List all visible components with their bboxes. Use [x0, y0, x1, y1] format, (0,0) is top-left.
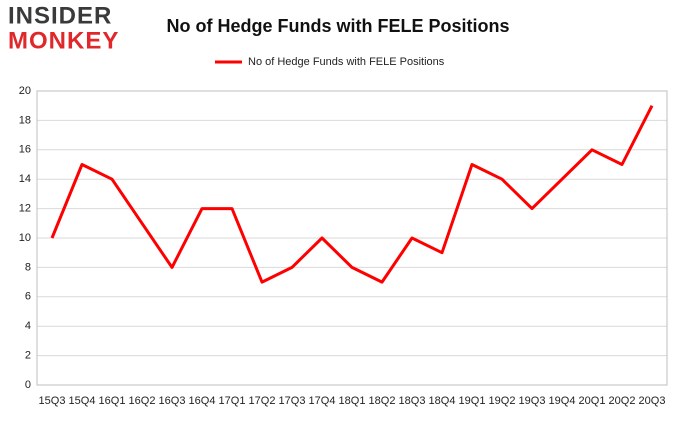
- plot-border: [36, 90, 668, 386]
- y-tick-label: 14: [19, 173, 31, 185]
- data-line: [50, 105, 654, 284]
- chart-title: No of Hedge Funds with FELE Positions: [167, 16, 510, 36]
- x-tick-label: 19Q1: [459, 395, 486, 407]
- y-tick-label: 8: [25, 261, 31, 273]
- x-tick-label: 16Q4: [189, 395, 216, 407]
- y-tick-label: 16: [19, 144, 31, 156]
- y-tick-label: 0: [25, 379, 31, 391]
- y-tick-label: 2: [25, 350, 31, 362]
- y-tick-label: 12: [19, 203, 31, 215]
- x-tick-label: 19Q4: [549, 395, 576, 407]
- x-tick-label: 18Q1: [339, 395, 366, 407]
- x-tick-label: 18Q2: [369, 395, 396, 407]
- x-tick-label: 15Q3: [39, 395, 66, 407]
- x-tick-label: 15Q4: [69, 395, 96, 407]
- x-tick-label: 16Q1: [99, 395, 126, 407]
- y-tick-label: 18: [19, 114, 31, 126]
- x-tick-label: 20Q3: [639, 395, 666, 407]
- legend-label: No of Hedge Funds with FELE Positions: [248, 56, 445, 68]
- x-tick-label: 20Q1: [579, 395, 606, 407]
- y-tick-label: 4: [25, 320, 31, 332]
- x-tick-label: 18Q4: [429, 395, 456, 407]
- y-tick-label: 20: [19, 85, 31, 97]
- x-tick-label: 17Q2: [249, 395, 276, 407]
- x-tick-label: 17Q3: [279, 395, 306, 407]
- x-tick-label: 17Q1: [219, 395, 246, 407]
- x-tick-label: 20Q2: [609, 395, 636, 407]
- x-tick-label: 19Q3: [519, 395, 546, 407]
- y-tick-label: 6: [25, 291, 31, 303]
- x-tick-label: 17Q4: [309, 395, 336, 407]
- y-tick-label: 10: [19, 232, 31, 244]
- x-tick-label: 19Q2: [489, 395, 516, 407]
- x-tick-label: 16Q3: [159, 395, 186, 407]
- logo-top: INSIDER: [8, 2, 112, 29]
- x-tick-label: 18Q3: [399, 395, 426, 407]
- logo-bottom: MONKEY: [8, 27, 119, 54]
- x-tick-label: 16Q2: [129, 395, 156, 407]
